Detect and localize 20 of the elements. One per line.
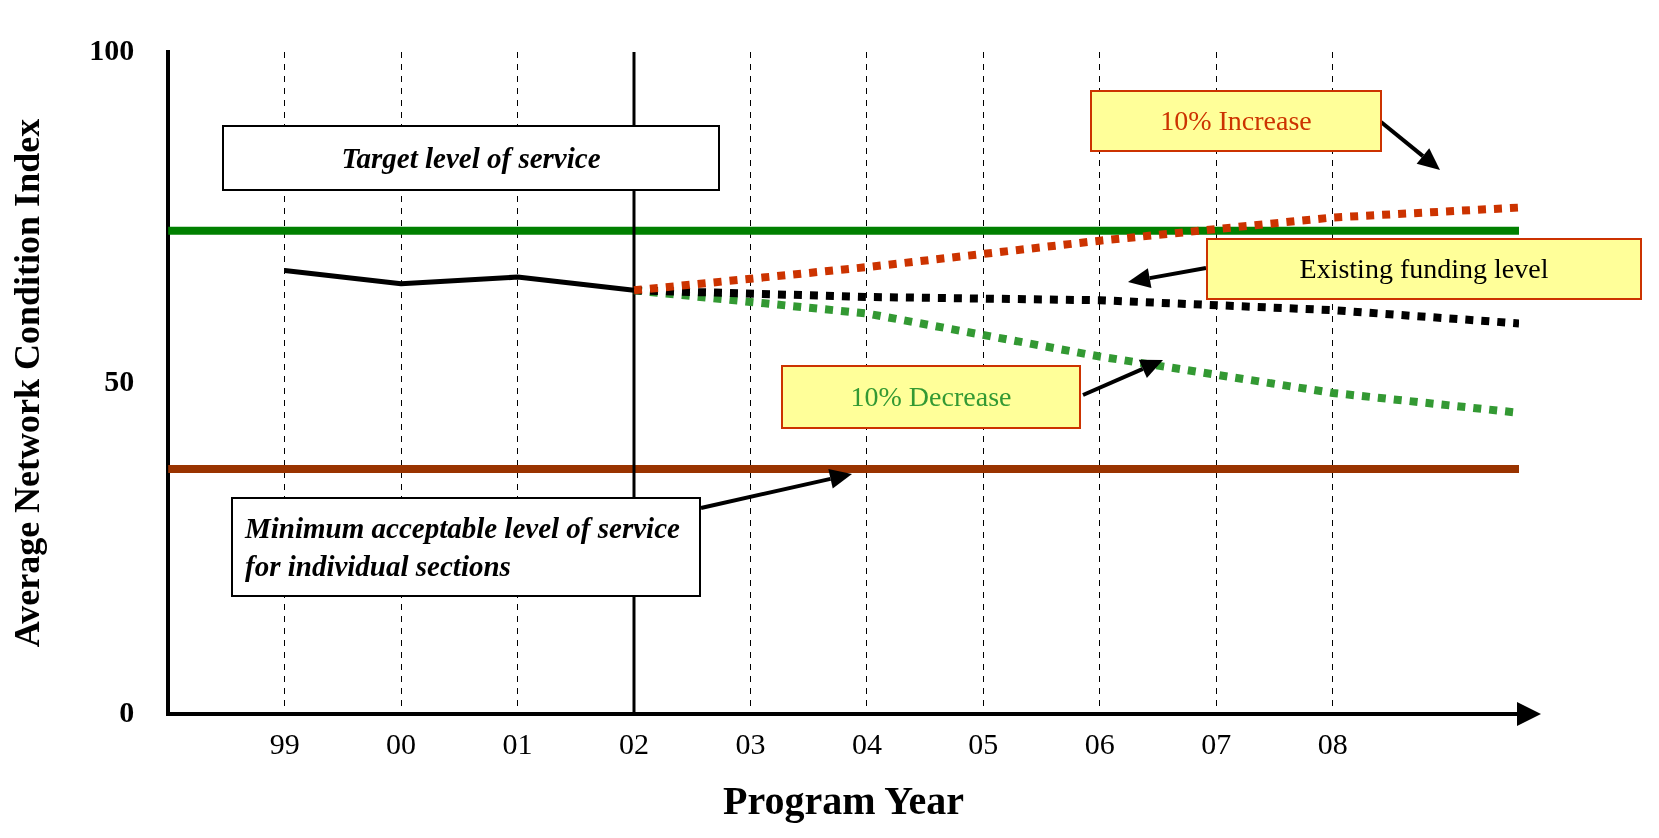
- y-axis-title: Average Network Condition Index: [6, 118, 47, 648]
- note-box: 10% Decrease: [781, 365, 1081, 429]
- note-box: Existing funding level: [1206, 238, 1642, 300]
- note-box: 10% Increase: [1090, 90, 1382, 152]
- x-tick-label: 00: [386, 726, 417, 760]
- note-box: Target level of service: [222, 125, 720, 191]
- x-tick-label: 05: [968, 726, 999, 760]
- x-tick-label: 03: [735, 726, 766, 760]
- x-tick-label: 08: [1317, 726, 1348, 760]
- note-box: Minimum acceptable level of service for individual sections: [231, 497, 701, 597]
- y-tick-label: 50: [104, 363, 135, 397]
- x-tick-label: 02: [618, 726, 649, 760]
- x-tick-label: 01: [502, 726, 533, 760]
- x-tick-label: 04: [851, 726, 882, 760]
- y-tick-label: 100: [89, 32, 135, 66]
- x-tick-label: 06: [1084, 726, 1115, 760]
- y-tick-label: 0: [119, 694, 135, 728]
- x-axis-title: Program Year: [723, 778, 965, 824]
- x-tick-label: 99: [269, 726, 300, 760]
- x-tick-label: 07: [1201, 726, 1232, 760]
